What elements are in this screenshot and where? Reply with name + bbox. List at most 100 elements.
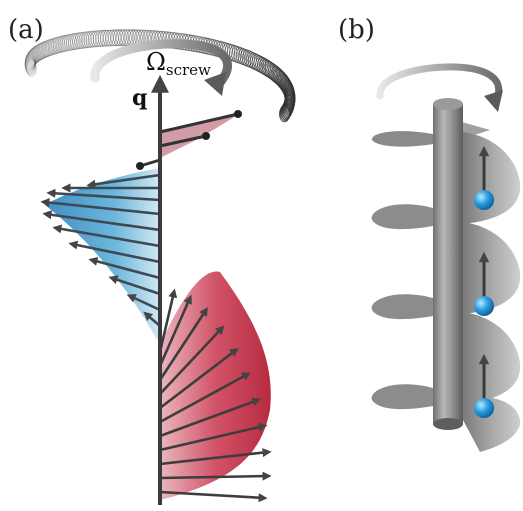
coil-loop	[70, 33, 81, 50]
spin-arrow	[159, 448, 272, 466]
coil-loop	[281, 101, 293, 118]
coil-loop	[62, 34, 73, 52]
coil-loop	[52, 36, 64, 54]
spin-arrow	[46, 188, 161, 202]
coil-loop	[25, 58, 37, 76]
screw-front	[463, 132, 521, 452]
spin-arrow	[126, 294, 161, 312]
spin-arrow	[159, 422, 268, 452]
spin-arrow	[143, 311, 161, 327]
screw-blade	[463, 222, 521, 314]
coil-loop	[32, 44, 44, 62]
coil-loop	[26, 50, 38, 68]
spin-dot	[136, 162, 144, 170]
panel-a-label: (a)	[8, 15, 44, 45]
coil-loop	[113, 29, 124, 47]
rotation-subscript: screw	[166, 61, 211, 79]
coil-loop	[24, 56, 36, 74]
coil-loop	[76, 32, 88, 49]
spin-arrow	[159, 372, 252, 424]
axis-label-q: q	[132, 85, 147, 111]
spin-arrow	[158, 294, 192, 367]
coil-loop	[24, 54, 36, 72]
coil-loop	[46, 38, 58, 56]
coil-loop	[68, 33, 79, 51]
coil-loop	[51, 37, 62, 54]
coil-loop	[24, 53, 36, 70]
coil-loop	[60, 34, 71, 52]
spin-arrow	[159, 347, 239, 410]
coil-loop	[26, 49, 38, 67]
coil-loop	[24, 57, 36, 75]
coil-loop	[282, 100, 294, 117]
coil-loop	[30, 46, 41, 64]
spin-arrows	[40, 110, 272, 503]
spin-arrow	[159, 490, 268, 503]
coil-loop	[30, 45, 42, 63]
coil-loop	[72, 32, 83, 50]
coil-loop	[28, 47, 40, 65]
coil-loop	[81, 31, 92, 49]
coil-loop	[110, 29, 122, 47]
screw-blades	[371, 118, 490, 410]
coil-loop	[282, 98, 294, 116]
spin-dot	[202, 132, 210, 140]
spin-arrow	[42, 210, 161, 232]
screw-blade	[463, 132, 521, 224]
rotation-label: Ωscrew	[146, 48, 211, 79]
panel-b-label: (b)	[338, 15, 375, 45]
spin-arrow	[159, 134, 207, 148]
coil-loop	[42, 40, 53, 57]
coil-loop	[83, 31, 95, 48]
coil-loop	[97, 29, 109, 47]
coil-loop	[115, 29, 127, 47]
coil-loop	[34, 43, 46, 61]
coil-loop	[66, 33, 77, 51]
coil-loop	[54, 36, 66, 53]
rotation-arrow	[90, 39, 233, 90]
spin-arrow	[68, 240, 161, 264]
coil-loop	[56, 35, 68, 53]
coil-loop	[25, 52, 37, 70]
coil-loop	[25, 58, 37, 75]
coil-loop	[25, 59, 37, 77]
rotation-arrow-head	[204, 72, 226, 96]
red-sheet	[160, 271, 271, 500]
screw-blade	[463, 312, 521, 404]
coil-loop	[39, 41, 51, 58]
coil-loop	[25, 51, 37, 69]
coil-loop	[85, 30, 97, 48]
screw-rotation-arrow-head	[484, 90, 503, 112]
panel-b: (b)	[338, 15, 521, 452]
coil-loop	[33, 44, 45, 61]
rotation-symbol: Ω	[146, 48, 166, 76]
coil-loop	[102, 29, 114, 47]
coil-loop	[29, 47, 40, 64]
screw-blade	[371, 294, 433, 320]
panel-a: (a) Ωscrew q	[8, 15, 296, 505]
coil-loop	[118, 29, 130, 47]
coil-loop	[25, 51, 37, 68]
coil-loop	[279, 104, 291, 122]
coil-loop	[24, 56, 36, 74]
spin-ball	[474, 190, 494, 210]
spin-arrow	[159, 112, 239, 134]
coil-loop	[58, 35, 69, 53]
coil-loop	[88, 30, 99, 48]
coil-loop	[26, 60, 38, 77]
coil-loop	[36, 42, 48, 60]
coil-loop	[27, 48, 39, 66]
coil-loop	[40, 40, 52, 58]
coil-loop	[49, 37, 61, 55]
coil-loop	[105, 29, 117, 47]
coil-loop	[43, 39, 55, 57]
coil-loop	[279, 105, 290, 123]
spin-arrow	[108, 275, 161, 296]
coil-loop	[95, 30, 107, 47]
screw-blade	[371, 131, 433, 147]
screw-blade	[371, 204, 433, 230]
coil-loop	[31, 45, 43, 63]
screw-shaft	[433, 98, 463, 430]
spin-arrow	[159, 397, 262, 438]
